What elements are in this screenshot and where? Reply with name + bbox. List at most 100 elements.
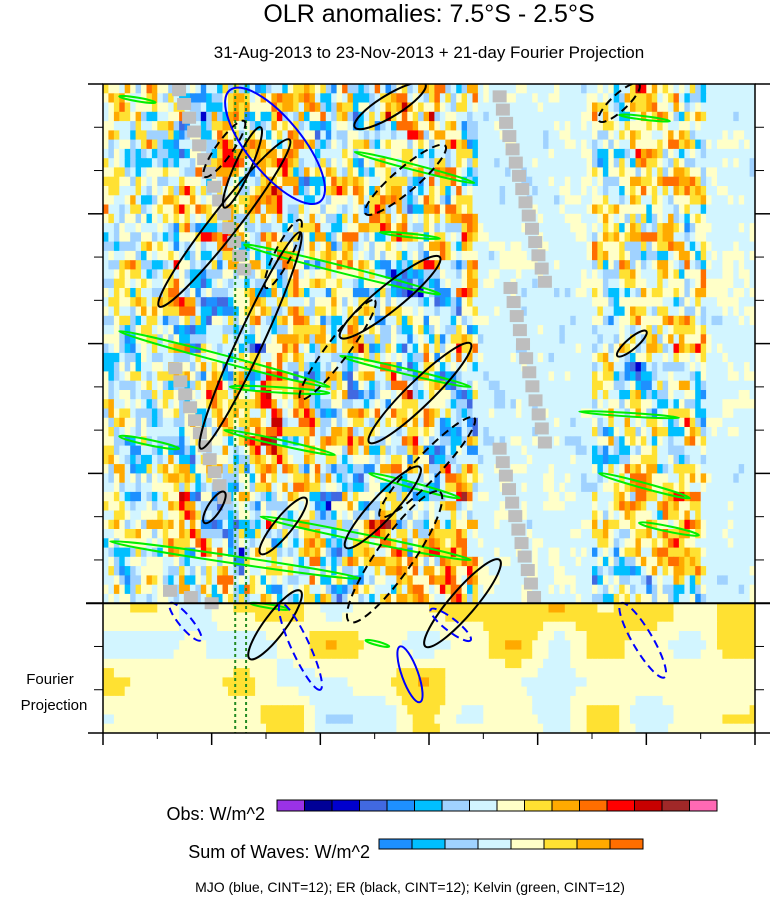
field-cell	[515, 454, 522, 465]
field-cell	[189, 250, 196, 261]
field-cell	[488, 167, 495, 178]
field-cell	[304, 167, 310, 178]
field-cell	[119, 427, 126, 437]
field-cell	[744, 102, 751, 113]
field-cell	[141, 121, 147, 131]
field-cell	[168, 167, 175, 178]
field-cell	[706, 121, 713, 131]
field-cell	[146, 260, 153, 271]
field-cell	[352, 399, 359, 410]
field-cell	[314, 250, 321, 261]
field-cell	[467, 464, 473, 474]
field-cell	[260, 260, 267, 271]
field-cell	[597, 93, 604, 104]
field-cell	[678, 454, 685, 465]
field-cell	[543, 204, 550, 215]
field-cell	[336, 241, 343, 252]
field-cell	[173, 176, 180, 187]
field-cell	[668, 352, 675, 363]
field-cell	[113, 390, 120, 400]
field-cell	[423, 343, 430, 354]
field-cell	[505, 371, 512, 382]
field-cell	[608, 204, 615, 215]
field-cell	[374, 232, 381, 243]
field-cell	[206, 250, 213, 261]
field-cell	[640, 195, 647, 206]
field-cell	[423, 148, 430, 159]
field-cell	[738, 380, 745, 391]
field-cell	[706, 241, 713, 252]
field-cell	[602, 390, 609, 400]
field-cell	[157, 352, 164, 363]
field-cell	[445, 278, 452, 289]
field-cell	[494, 380, 501, 391]
field-cell	[412, 399, 419, 410]
field-cell	[695, 241, 702, 252]
field-cell	[130, 186, 137, 196]
field-cell	[488, 232, 495, 243]
field-cell	[211, 325, 218, 335]
field-cell	[255, 325, 262, 335]
field-cell	[673, 417, 680, 428]
field-cell	[266, 204, 272, 215]
field-cell	[369, 84, 376, 94]
field-cell	[184, 213, 191, 224]
field-cell	[678, 352, 685, 363]
field-cell	[162, 121, 169, 131]
field-cell	[575, 93, 582, 104]
field-cell	[228, 297, 234, 308]
field-cell	[717, 204, 723, 215]
field-cell	[581, 417, 588, 428]
field-cell	[211, 213, 218, 224]
field-cell	[613, 334, 620, 345]
field-cell	[429, 278, 435, 289]
field-cell	[537, 445, 544, 456]
field-cell	[624, 139, 631, 150]
field-cell	[304, 371, 310, 382]
field-cell	[494, 139, 501, 150]
field-cell	[401, 325, 408, 335]
field-cell	[494, 325, 501, 335]
field-cell	[108, 445, 115, 456]
field-cell	[554, 306, 560, 317]
field-cell	[575, 454, 582, 465]
field-cell	[689, 278, 696, 289]
field-cell	[483, 93, 490, 104]
field-cell	[434, 260, 441, 271]
field-cell	[592, 130, 598, 141]
field-cell	[200, 371, 207, 382]
field-cell	[461, 297, 468, 308]
field-cell	[684, 195, 691, 206]
field-cell	[141, 362, 147, 372]
field-cell	[314, 232, 321, 243]
field-cell	[228, 325, 234, 335]
field-cell	[733, 121, 740, 131]
field-cell	[477, 121, 484, 131]
field-cell	[624, 362, 631, 372]
field-cell	[385, 464, 392, 474]
field-cell	[352, 167, 359, 178]
field-cell	[249, 232, 256, 243]
field-cell	[282, 380, 289, 391]
field-cell	[276, 445, 283, 456]
field-cell	[657, 343, 664, 354]
field-cell	[342, 278, 349, 289]
field-cell	[543, 121, 550, 131]
field-cell	[206, 278, 213, 289]
field-cell	[467, 399, 473, 410]
field-cell	[592, 436, 598, 447]
field-cell	[608, 176, 615, 187]
field-cell	[706, 176, 713, 187]
field-cell	[168, 427, 175, 437]
field-cell	[211, 306, 218, 317]
field-cell	[678, 306, 685, 317]
field-cell	[369, 380, 376, 391]
field-cell	[429, 464, 435, 474]
field-cell	[477, 288, 484, 298]
field-cell	[358, 417, 365, 428]
field-cell	[608, 371, 615, 382]
field-cell	[135, 297, 142, 308]
field-cell	[113, 232, 120, 243]
field-cell	[619, 223, 626, 233]
field-cell	[173, 399, 180, 410]
